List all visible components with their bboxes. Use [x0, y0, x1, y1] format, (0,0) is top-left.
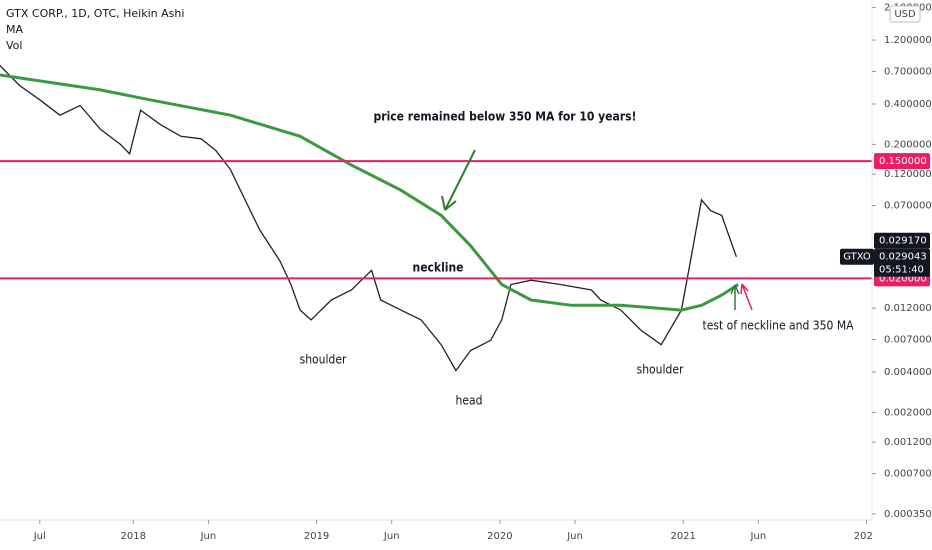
x-tick-label: 2022: [854, 531, 879, 542]
indicator-label: Vol: [6, 39, 22, 52]
arrow: [740, 283, 753, 311]
symbol: GTXO: [843, 252, 871, 263]
level-label: 0.150000: [879, 156, 927, 167]
plot-area: [0, 64, 872, 372]
y-tick-label: 0.120000: [884, 169, 932, 180]
y-tick-label: 0.070000: [884, 200, 932, 211]
y-tick-label: 0.000350: [884, 509, 932, 520]
indicator-label: MA: [6, 23, 23, 36]
x-tick-label: Jun: [383, 531, 400, 542]
annotation: test of neckline and 350 MA: [702, 319, 854, 333]
y-tick-label: 0.700000: [884, 66, 932, 77]
y-tick-label: 0.007000: [884, 335, 932, 346]
level-label-box: [874, 153, 930, 170]
y-tick-label: 1.200000: [884, 35, 932, 46]
price-label: 0.029170: [879, 236, 927, 247]
x-tick-label: Jun: [750, 531, 767, 542]
y-tick-label: 0.001200: [884, 437, 932, 448]
countdown: 05:51:40: [879, 265, 924, 276]
y-tick-label: 0.000700: [884, 469, 932, 480]
x-tick-label: 2020: [487, 531, 512, 542]
price-line: [0, 64, 738, 372]
price-label-box: [874, 248, 930, 265]
annotation: shoulder: [300, 353, 347, 367]
x-tick-label: 2019: [304, 531, 329, 542]
x-tick-label: Jul: [33, 531, 46, 542]
annotation: price remained below 350 MA for 10 years…: [374, 110, 637, 124]
symbol-box: [840, 248, 874, 265]
y-tick-label: 0.200000: [884, 139, 932, 150]
y-tick-label: 0.002000: [884, 407, 932, 418]
chart-title: GTX CORP., 1D, OTC, Heikin Ashi: [6, 7, 184, 20]
x-tick-label: 2018: [121, 531, 146, 542]
x-tick-label: 2021: [670, 531, 695, 542]
arrow: [441, 149, 476, 211]
price-label: 0.029043: [879, 252, 927, 263]
countdown-box: [874, 262, 930, 277]
currency-box: [889, 5, 921, 23]
level-label: 0.020000: [879, 273, 927, 284]
arrow: [730, 284, 740, 310]
annotation: head: [456, 394, 483, 408]
annotation: shoulder: [637, 363, 684, 377]
x-tick-label: Jun: [566, 531, 583, 542]
y-tick-label: 0.004000: [884, 367, 932, 378]
y-tick-label: 0.400000: [884, 99, 932, 110]
y-tick-label: 0.012000: [884, 303, 932, 314]
currency: USD: [894, 9, 916, 20]
annotation: neckline: [413, 261, 464, 275]
price-label-box: [874, 232, 930, 249]
x-tick-label: Jun: [200, 531, 217, 542]
price-line: [0, 73, 740, 312]
